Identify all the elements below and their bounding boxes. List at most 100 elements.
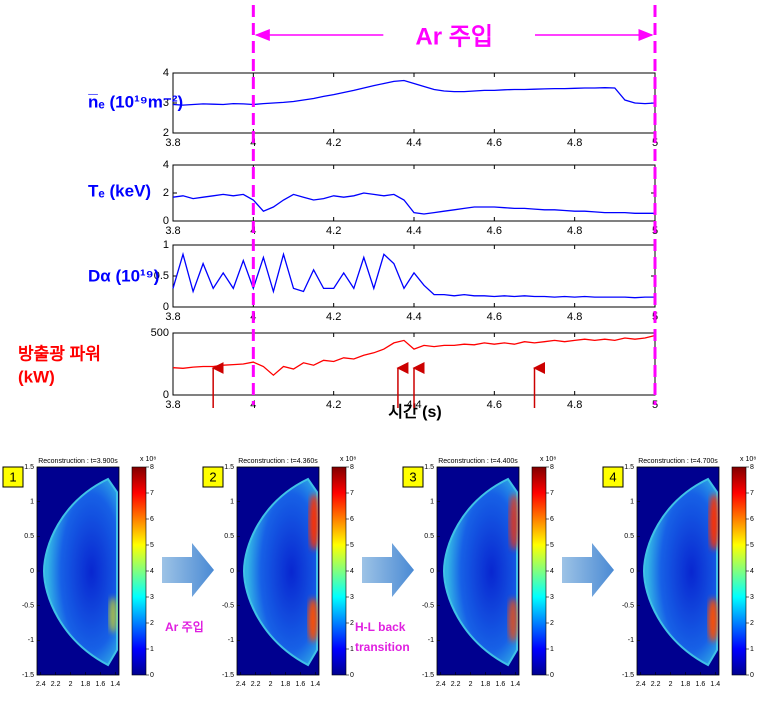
recon-y-tick-label: 1.5 — [424, 464, 434, 471]
recon-x-tick-label: 1.8 — [81, 681, 91, 688]
recon-x-tick-label: 2 — [69, 681, 73, 688]
hot-spot — [509, 494, 519, 550]
x-tick-label: 4.2 — [326, 399, 341, 411]
recon-y-tick-label: 0.5 — [624, 533, 634, 540]
hot-spot — [508, 598, 518, 642]
x-tick-label: 4.8 — [567, 225, 582, 237]
recon-y-tick-label: 1.5 — [24, 464, 34, 471]
y-tick-label: 3 — [163, 97, 169, 109]
panel-number: 2 — [209, 469, 216, 484]
x-tick-label: 4.8 — [567, 311, 582, 323]
recon-title: Reconstruction : t=4.400s — [438, 458, 518, 465]
colorbar-tick-label: 3 — [150, 594, 154, 601]
colorbar-tick-label: 6 — [350, 516, 354, 523]
y-axis-label: Tₑ (keV) — [88, 181, 151, 200]
colorbar-tick-label: 1 — [350, 646, 354, 653]
colorbar-tick-label: 0 — [350, 672, 354, 679]
recon-x-tick-label: 1.6 — [95, 681, 105, 688]
transition-label: transition — [355, 640, 410, 654]
y-axis-label: Dα (10¹⁹) — [88, 266, 159, 285]
recon-y-tick-label: 0 — [630, 568, 634, 575]
colorbar-scale: x 10⁸ — [340, 456, 356, 463]
x-tick-label: 4.6 — [487, 311, 502, 323]
y-tick-label: 4 — [163, 159, 169, 171]
colorbar-tick-label: 3 — [350, 594, 354, 601]
recon-x-tick-label: 1.6 — [295, 681, 305, 688]
recon-y-tick-label: 0 — [30, 568, 34, 575]
colorbar-tick-label: 4 — [350, 568, 354, 575]
recon-y-tick-label: -1 — [428, 637, 434, 644]
colorbar-tick-label: 0 — [550, 672, 554, 679]
x-tick-label: 4.4 — [406, 137, 421, 149]
colorbar-tick-label: 8 — [550, 464, 554, 471]
recon-y-tick-label: -1 — [28, 637, 34, 644]
colorbar-tick-label: 6 — [550, 516, 554, 523]
recon-y-tick-label: 1 — [430, 499, 434, 506]
colorbar-tick-label: 0 — [750, 672, 754, 679]
y-tick-label: 0 — [163, 215, 169, 227]
x-tick-label: 4.6 — [487, 137, 502, 149]
panel-number: 4 — [609, 469, 616, 484]
x-tick-label: 4.6 — [487, 399, 502, 411]
hot-spot — [709, 494, 719, 550]
recon-y-tick-label: 1 — [30, 499, 34, 506]
panel-number: 1 — [9, 469, 16, 484]
hot-spot — [708, 598, 718, 642]
y-tick-label: 0 — [163, 389, 169, 401]
x-tick-label: 3.8 — [165, 225, 180, 237]
recon-y-tick-label: -0.5 — [22, 603, 34, 610]
recon-x-tick-label: 1.8 — [281, 681, 291, 688]
y-tick-label: 0.5 — [154, 270, 169, 282]
y-axis-label: (kW) — [18, 367, 55, 386]
colorbar-scale: x 10⁸ — [540, 456, 556, 463]
colorbar-scale: x 10⁸ — [740, 456, 756, 463]
y-tick-label: 2 — [163, 127, 169, 139]
recon-y-tick-label: 1.5 — [624, 464, 634, 471]
colorbar-tick-label: 4 — [550, 568, 554, 575]
x-tick-label: 4.2 — [326, 311, 341, 323]
recon-title: Reconstruction : t=3.900s — [38, 458, 118, 465]
colorbar-tick-label: 2 — [750, 620, 754, 627]
recon-y-tick-label: -0.5 — [422, 603, 434, 610]
recon-y-tick-label: 1 — [230, 499, 234, 506]
y-axis-label: n̅ₑ (10¹⁹m⁻²) — [88, 92, 183, 111]
recon-x-tick-label: 2.2 — [651, 681, 661, 688]
recon-x-tick-label: 1.4 — [710, 681, 720, 688]
recon-y-tick-label: 0.5 — [24, 533, 34, 540]
x-tick-label: 4.8 — [567, 399, 582, 411]
x-tick-label: 4.4 — [406, 225, 421, 237]
colorbar — [131, 466, 147, 676]
colorbar-tick-label: 8 — [350, 464, 354, 471]
recon-panel: 4 Reconstruction : t=4.700s 1.5 1 0.5 0 -0.5 -1… — [602, 456, 756, 688]
recon-x-tick-label: 1.8 — [481, 681, 491, 688]
recon-x-tick-label: 1.4 — [510, 681, 520, 688]
colorbar-scale: x 10⁸ — [140, 456, 156, 463]
recon-x-tick-label: 1.6 — [495, 681, 505, 688]
plasma-region — [242, 477, 318, 667]
y-tick-label: 4 — [163, 67, 169, 79]
colorbar — [731, 466, 747, 676]
colorbar-tick-label: 0 — [150, 672, 154, 679]
x-axis-label: 시간 (s) — [388, 403, 441, 421]
colorbar-tick-label: 4 — [150, 568, 154, 575]
recon-y-tick-label: -1.5 — [422, 672, 434, 679]
colorbar-tick-label: 1 — [550, 646, 554, 653]
x-tick-label: 4.2 — [326, 225, 341, 237]
recon-x-tick-label: 2 — [269, 681, 273, 688]
recon-y-tick-label: 0.5 — [424, 533, 434, 540]
y-axis-label: 방출광 파워 — [18, 344, 101, 363]
x-tick-label: 4.8 — [567, 137, 582, 149]
trace — [172, 251, 655, 299]
colorbar-tick-label: 5 — [150, 542, 154, 549]
trace — [172, 334, 656, 377]
colorbar — [531, 466, 547, 676]
x-tick-label: 4.2 — [326, 137, 341, 149]
recon-x-tick-label: 2.2 — [451, 681, 461, 688]
x-tick-label: 4.4 — [406, 311, 421, 323]
plasma-region — [642, 477, 718, 667]
colorbar-tick-label: 2 — [150, 620, 154, 627]
x-tick-label: 3.8 — [165, 311, 180, 323]
colorbar-tick-label: 6 — [150, 516, 154, 523]
